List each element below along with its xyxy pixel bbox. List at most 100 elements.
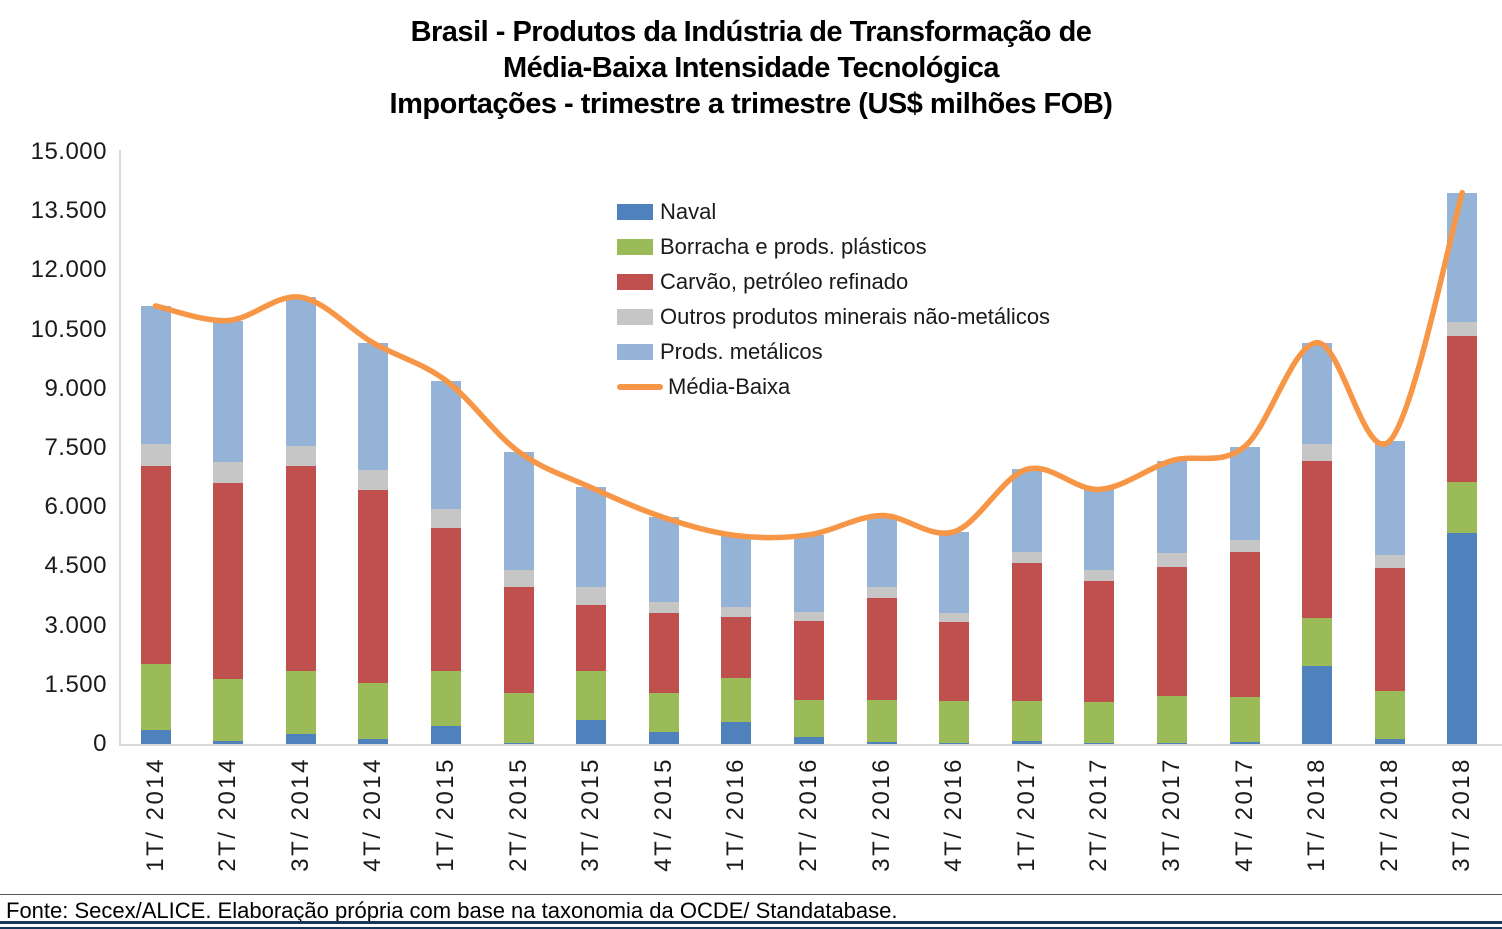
legend-label-naval: Naval <box>660 198 717 224</box>
y-axis-label: 4.500 <box>44 552 107 580</box>
x-axis-label: 1T/ 2016 <box>722 757 750 872</box>
x-axis-label: 4T/ 2014 <box>359 757 387 872</box>
legend-item-borracha: Borracha e prods. plásticos <box>617 229 1050 264</box>
y-axis-label: 9.000 <box>44 374 107 402</box>
x-axis-label: 1T/ 2015 <box>431 757 459 872</box>
bar-segment-borracha <box>648 692 679 733</box>
legend-swatch-media-baixa <box>617 383 663 390</box>
legend-swatch-naval <box>617 203 653 220</box>
bar-segment-carvao <box>358 489 389 684</box>
x-axis-label: 2T/ 2018 <box>1375 757 1403 872</box>
bar-segment-borracha <box>1156 695 1187 744</box>
legend-swatch-outros <box>617 308 653 325</box>
x-axis-label: 4T/ 2017 <box>1230 757 1258 872</box>
bottom-navy-rule-1 <box>0 921 1502 924</box>
bar-segment-naval <box>1156 743 1187 744</box>
bar-segment-outros <box>213 462 244 484</box>
bar-segment-carvao <box>1229 551 1260 697</box>
y-axis-label: 12.000 <box>30 256 107 284</box>
bar-segment-borracha <box>430 670 461 726</box>
bar-segment-outros <box>503 569 534 587</box>
x-axis-label: 2T/ 2016 <box>794 757 822 872</box>
y-axis-label: 3.000 <box>44 611 107 639</box>
bar-segment-metalicos <box>503 451 534 570</box>
bar-segment-naval <box>430 725 461 744</box>
bar-segment-metalicos <box>939 531 970 614</box>
bar-segment-outros <box>1374 554 1405 569</box>
legend-item-media-baixa: Média-Baixa <box>617 369 1050 404</box>
x-axis-line <box>119 744 1502 746</box>
bar-segment-metalicos <box>1302 342 1333 445</box>
bar-segment-carvao <box>1447 335 1478 482</box>
bar-segment-metalicos <box>576 487 607 588</box>
bar-segment-metalicos <box>358 343 389 471</box>
bar-segment-metalicos <box>1229 446 1260 540</box>
bar-segment-carvao <box>793 620 824 700</box>
x-axis-label: 3T/ 2018 <box>1448 757 1476 872</box>
bar-segment-borracha <box>793 699 824 738</box>
legend-item-metalicos: Prods. metálicos <box>617 334 1050 369</box>
x-axis-label: 1T/ 2014 <box>141 757 169 872</box>
x-axis-label: 3T/ 2015 <box>577 757 605 872</box>
bar-segment-naval <box>721 722 752 744</box>
x-axis-label: 2T/ 2015 <box>504 757 532 872</box>
bar-segment-carvao <box>721 616 752 678</box>
bar-segment-outros <box>793 611 824 621</box>
bar-segment-metalicos <box>213 320 244 463</box>
bar-segment-borracha <box>503 692 534 743</box>
x-axis-label: 2T/ 2014 <box>214 757 242 872</box>
bar-segment-borracha <box>1302 618 1333 666</box>
bar-segment-carvao <box>648 613 679 693</box>
legend-swatch-carvao <box>617 273 653 290</box>
x-axis-label: 4T/ 2016 <box>940 757 968 872</box>
bar-segment-naval <box>648 732 679 744</box>
bar-segment-metalicos <box>430 380 461 510</box>
bar-segment-borracha <box>866 699 897 743</box>
bar-segment-metalicos <box>1156 460 1187 554</box>
bar-segment-outros <box>1011 551 1042 563</box>
bar-segment-borracha <box>358 683 389 740</box>
bar-segment-carvao <box>1011 562 1042 701</box>
bar-segment-carvao <box>140 465 171 664</box>
bar-segment-carvao <box>866 598 897 700</box>
bar-segment-carvao <box>1084 580 1115 703</box>
legend-item-carvao: Carvão, petróleo refinado <box>617 264 1050 299</box>
bar-segment-outros <box>358 470 389 490</box>
bar-segment-carvao <box>1156 566 1187 696</box>
bar-segment-outros <box>866 586 897 599</box>
bar-segment-outros <box>430 509 461 529</box>
y-axis-label: 0 <box>93 730 107 757</box>
x-axis-label: 2T/ 2017 <box>1085 757 1113 872</box>
bar-segment-borracha <box>1011 700 1042 741</box>
legend-label-carvao: Carvão, petróleo refinado <box>660 268 909 294</box>
bar-segment-borracha <box>1447 481 1478 534</box>
bar-segment-naval <box>1447 533 1478 744</box>
bar-segment-borracha <box>1374 691 1405 740</box>
y-axis-label: 6.000 <box>44 493 107 521</box>
legend-swatch-metalicos <box>617 343 653 360</box>
legend-swatch-borracha <box>617 238 653 255</box>
bar-segment-outros <box>1229 539 1260 552</box>
bar-segment-naval <box>1229 742 1260 744</box>
x-axis-label: 3T/ 2016 <box>867 757 895 872</box>
legend-item-naval: Naval <box>617 194 1050 229</box>
bar-segment-borracha <box>721 677 752 723</box>
bar-segment-outros <box>1302 444 1333 461</box>
bar-segment-borracha <box>939 700 970 743</box>
y-axis-label: 7.500 <box>44 434 107 461</box>
bar-segment-carvao <box>576 605 607 671</box>
bar-segment-carvao <box>1374 568 1405 692</box>
bar-segment-naval <box>1011 740 1042 744</box>
bar-segment-carvao <box>285 465 316 671</box>
x-axis-label: 1T/ 2018 <box>1303 757 1331 872</box>
y-axis-line <box>119 150 121 746</box>
bar-segment-naval <box>1302 665 1333 744</box>
bar-segment-outros <box>1084 569 1115 581</box>
footer-top-rule <box>0 894 1502 895</box>
bar-segment-naval <box>140 729 171 744</box>
legend-label-metalicos: Prods. metálicos <box>660 338 823 364</box>
bar-segment-naval <box>1084 743 1115 744</box>
bar-segment-metalicos <box>1084 489 1115 570</box>
bar-segment-metalicos <box>793 534 824 612</box>
bar-segment-outros <box>648 602 679 614</box>
